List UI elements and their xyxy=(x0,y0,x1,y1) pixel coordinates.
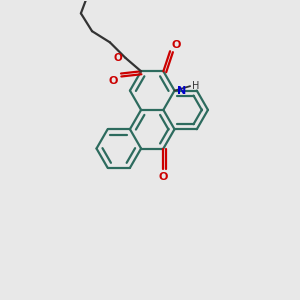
Text: O: O xyxy=(114,53,122,63)
Text: H: H xyxy=(192,81,199,91)
Text: O: O xyxy=(159,172,168,182)
Text: O: O xyxy=(109,76,118,86)
Text: N: N xyxy=(177,85,186,96)
Text: O: O xyxy=(172,40,181,50)
